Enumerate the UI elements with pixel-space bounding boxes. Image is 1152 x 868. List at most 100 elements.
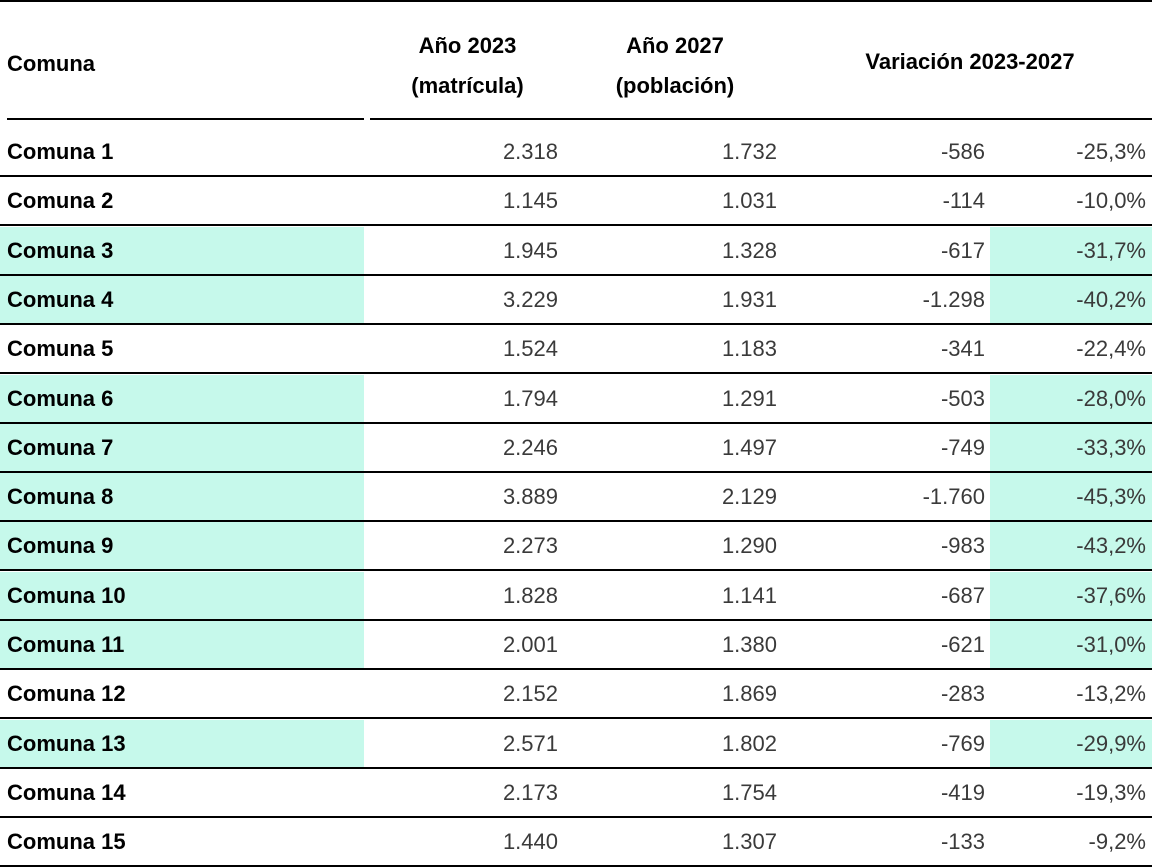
cell-variacion-porcentual: -31,0% [1076, 632, 1146, 657]
cell-comuna-name: Comuna 10 [7, 582, 126, 608]
header-comuna: Comuna [7, 51, 95, 76]
cell-comuna-name: Comuna 9 [7, 533, 114, 559]
row-highlight-percent [990, 226, 1152, 274]
cell-variacion-absoluta: -749 [940, 434, 985, 460]
table-row: Comuna 11 2.001 1.380 -621 -31,0% [0, 621, 1152, 670]
row-separator [0, 175, 1152, 177]
cell-variacion-absoluta: -114 [942, 188, 985, 214]
cell-comuna-name: Comuna 7 [7, 434, 114, 460]
table-row: Comuna 12 2.152 1.869 -283 -13,2% [0, 670, 1152, 720]
cell-variacion-porcentual: -45,3% [1076, 484, 1146, 510]
cell-anio-2023: 1.945 [502, 237, 558, 263]
row-separator [0, 717, 1152, 720]
row-separator [0, 470, 1152, 473]
cell-anio-2027: 1.328 [721, 237, 777, 263]
cell-anio-2027: 1.754 [721, 779, 777, 805]
row-highlight-comuna [0, 374, 364, 422]
cell-variacion-porcentual: -13,2% [1076, 681, 1146, 707]
row-separator [0, 520, 1152, 523]
cell-anio-2027: 1.141 [721, 582, 777, 608]
row-highlight-percent [990, 621, 1152, 668]
cell-anio-2027: 1.931 [721, 286, 777, 312]
cell-variacion-absoluta: -687 [940, 582, 985, 608]
cell-variacion-absoluta: -1.760 [922, 484, 985, 510]
table-row: Comuna 3 1.945 1.328 -617 -31,7% [0, 226, 1152, 276]
cell-anio-2027: 1.031 [721, 188, 777, 214]
table-row: Comuna 10 1.828 1.141 -687 -37,6% [0, 571, 1152, 621]
cell-variacion-porcentual: -37,6% [1076, 582, 1146, 608]
table-row: Comuna 1 2.318 1.732 -586 -25,3% [0, 128, 1152, 177]
cell-anio-2027: 1.380 [721, 632, 777, 657]
row-separator [0, 273, 1152, 276]
header-anio-2023-line1: Año 2023 [418, 33, 517, 58]
cell-anio-2023: 2.001 [502, 632, 558, 657]
cell-anio-2027: 2.129 [721, 484, 777, 510]
cell-anio-2023: 2.273 [502, 533, 558, 559]
row-separator [0, 865, 1152, 868]
row-highlight-comuna [0, 571, 364, 619]
cell-comuna-name: Comuna 8 [7, 484, 114, 510]
cell-variacion-absoluta: -133 [940, 829, 985, 855]
cell-anio-2023: 2.246 [502, 434, 558, 460]
table-row: Comuna 6 1.794 1.291 -503 -28,0% [0, 374, 1152, 424]
cell-anio-2027: 1.732 [721, 139, 777, 164]
cell-comuna-name: Comuna 14 [7, 779, 126, 805]
row-separator [0, 421, 1152, 424]
header-anio-2027-line2: (población) [615, 73, 735, 98]
cell-anio-2027: 1.307 [721, 829, 777, 855]
table-row: Comuna 4 3.229 1.931 -1.298 -40,2% [0, 275, 1152, 325]
row-highlight-percent [990, 719, 1152, 767]
cell-variacion-porcentual: -33,3% [1076, 434, 1146, 460]
cell-variacion-porcentual: -19,3% [1076, 779, 1146, 805]
table-row: Comuna 15 1.440 1.307 -133 -9,2% [0, 818, 1152, 868]
cell-variacion-porcentual: -28,0% [1076, 385, 1146, 411]
cell-variacion-absoluta: -617 [940, 237, 985, 263]
cell-anio-2023: 1.524 [502, 336, 558, 362]
header-anio-2023-line2: (matrícula) [411, 73, 524, 98]
table-row: Comuna 2 1.145 1.031 -114 -10,0% [0, 177, 1152, 227]
cell-comuna-name: Comuna 1 [7, 139, 114, 164]
cell-anio-2027: 1.183 [721, 336, 777, 362]
cell-comuna-name: Comuna 12 [7, 681, 126, 707]
row-separator [0, 618, 1152, 621]
cell-anio-2023: 1.145 [502, 188, 558, 214]
row-separator [0, 766, 1152, 769]
cell-anio-2023: 2.152 [502, 681, 558, 707]
cell-variacion-porcentual: -9,2% [1088, 829, 1146, 855]
table-row: Comuna 8 3.889 2.129 -1.760 -45,3% [0, 473, 1152, 523]
row-highlight-comuna [0, 423, 364, 471]
row-highlight-comuna [0, 473, 364, 521]
cell-comuna-name: Comuna 3 [7, 237, 114, 263]
cell-variacion-absoluta: -769 [940, 730, 985, 756]
cell-anio-2027: 1.802 [721, 730, 777, 756]
row-highlight-comuna [0, 719, 364, 767]
table-row: Comuna 9 2.273 1.290 -983 -43,2% [0, 522, 1152, 572]
table-row: Comuna 5 1.524 1.183 -341 -22,4% [0, 325, 1152, 375]
cell-variacion-absoluta: -341 [940, 336, 985, 362]
cell-comuna-name: Comuna 2 [7, 188, 114, 214]
cell-comuna-name: Comuna 5 [7, 336, 114, 362]
cell-variacion-porcentual: -31,7% [1076, 237, 1146, 263]
header-anio-2027-line1: Año 2027 [626, 33, 724, 58]
row-highlight-comuna [0, 621, 364, 668]
cell-variacion-absoluta: -503 [940, 385, 985, 411]
cell-variacion-absoluta: -1.298 [922, 286, 985, 312]
row-highlight-percent [990, 473, 1152, 521]
row-highlight-percent [990, 374, 1152, 422]
cell-anio-2027: 1.291 [721, 385, 777, 411]
cell-anio-2023: 2.571 [502, 730, 558, 756]
row-separator [0, 668, 1152, 670]
table-row: Comuna 13 2.571 1.802 -769 -29,9% [0, 719, 1152, 769]
row-highlight-percent [990, 275, 1152, 323]
cell-anio-2023: 3.229 [502, 286, 558, 312]
cell-variacion-porcentual: -22,4% [1076, 336, 1146, 362]
cell-comuna-name: Comuna 4 [7, 286, 114, 312]
cell-variacion-porcentual: -29,9% [1076, 730, 1146, 756]
row-separator [0, 815, 1152, 818]
cell-anio-2027: 1.869 [721, 681, 777, 707]
table-row: Comuna 14 2.173 1.754 -419 -19,3% [0, 769, 1152, 818]
cell-comuna-name: Comuna 15 [7, 829, 126, 855]
row-separator [0, 322, 1152, 325]
cell-variacion-absoluta: -621 [940, 632, 985, 657]
